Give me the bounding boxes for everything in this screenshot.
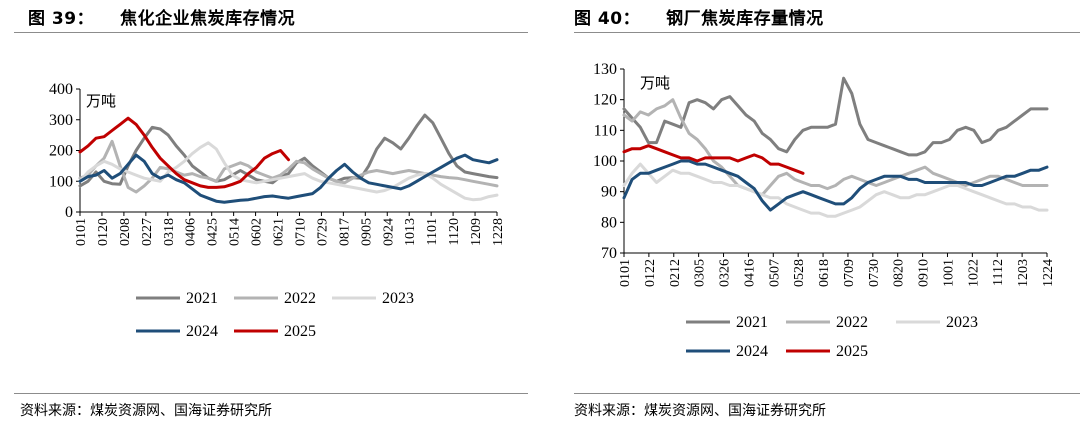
x-tick-label: 0305 [693, 259, 708, 287]
x-tick-label: 0208 [118, 218, 133, 246]
series-line-2025 [622, 144, 805, 175]
x-tick-label: 0910 [917, 259, 932, 287]
y-tick-label: 400 [49, 81, 73, 98]
x-tick-label: 1022 [966, 259, 981, 287]
x-tick-label: 0101 [618, 259, 633, 287]
x-tick-label: 0602 [250, 218, 265, 246]
x-tick-label: 0924 [381, 218, 396, 246]
x-tick-label: 0416 [742, 259, 757, 287]
x-tick-label: 0621 [272, 218, 287, 246]
x-tick-label: 0710 [293, 218, 308, 246]
series-line-2023 [622, 162, 1049, 218]
figure-title-text: 焦化企业焦炭库存情况 [120, 9, 296, 29]
source-note: 资料来源：煤炭资源网、国海证券研究所 [574, 403, 826, 419]
x-tick-label: 0326 [718, 259, 733, 287]
x-tick-label: 1001 [941, 259, 956, 287]
series-line-2022 [622, 98, 1049, 197]
series-line-2021 [622, 76, 1049, 157]
y-tick-label: 70 [601, 245, 617, 262]
title-rule [574, 32, 1080, 33]
source-rule [14, 393, 528, 394]
x-tick-label: 0709 [842, 259, 857, 287]
x-tick-label: 1112 [991, 259, 1006, 286]
x-tick-label: 0406 [184, 218, 199, 246]
x-tick-label: 1101 [425, 218, 440, 245]
legend-label-2023: 2023 [382, 290, 414, 307]
x-tick-label: 1228 [491, 218, 506, 246]
x-tick-label: 1224 [1041, 259, 1056, 287]
x-tick-label: 0425 [206, 218, 221, 246]
coke-inventory-coking-chart: 0 100 200 300 400 0101 0120 0208 0227 0318 0406 042… [49, 81, 506, 340]
title-rule [14, 32, 528, 33]
x-tick-label: 0318 [162, 218, 177, 246]
x-tick-label: 1209 [469, 218, 484, 246]
figure-title-text: 钢厂焦炭库存量情况 [666, 9, 824, 29]
legend-label-2021: 2021 [736, 314, 768, 331]
x-tick-label: 1120 [447, 218, 462, 245]
y-tick-label: 100 [593, 153, 617, 170]
x-tick-label: 0618 [817, 259, 832, 287]
right-figure-panel: 图 40： 钢厂焦炭库存量情况 70 80 90 100 110 120 130 0101 012… [560, 0, 1080, 426]
y-tick-label: 100 [49, 173, 73, 190]
coke-inventory-steel-mill-chart: 70 80 90 100 110 120 130 0101 0122 0212 0305 0326 04… [593, 61, 1056, 360]
y-tick-label: 300 [49, 112, 73, 129]
y-tick-label: 110 [594, 122, 617, 139]
legend-label-2022: 2022 [836, 314, 868, 331]
x-tick-label: 0227 [140, 218, 155, 246]
x-tick-label: 0101 [74, 218, 89, 246]
source-rule [574, 393, 1080, 394]
x-tick-label: 0820 [892, 259, 907, 287]
x-tick-label: 0905 [359, 218, 374, 246]
y-tick-label: 120 [593, 92, 617, 109]
y-tick-label: 90 [601, 184, 617, 201]
legend-label-2025: 2025 [284, 323, 316, 340]
series-line-2024 [78, 153, 499, 204]
left-figure-panel: 图 39： 焦化企业焦炭库存情况 0 100 200 300 400 0101 0120 020… [14, 4, 528, 419]
unit-label: 万吨 [640, 74, 670, 92]
figure-title: 图 40： 钢厂焦炭库存量情况 [574, 4, 824, 29]
series-line-2022 [78, 139, 499, 194]
series-line-2024 [622, 159, 1049, 212]
y-tick-label: 80 [601, 214, 617, 231]
unit-label: 万吨 [86, 92, 116, 110]
source-note: 资料来源：煤炭资源网、国海证券研究所 [20, 403, 272, 419]
x-tick-label: 0122 [643, 259, 658, 287]
series-line-2025 [78, 116, 290, 189]
x-tick-label: 1013 [403, 218, 418, 246]
legend-label-2022: 2022 [284, 290, 316, 307]
x-tick-label: 0817 [337, 218, 352, 246]
legend-label-2023: 2023 [946, 314, 978, 331]
figure-number: 图 40： [574, 9, 641, 29]
x-tick-label: 0730 [867, 259, 882, 287]
x-tick-label: 0528 [792, 259, 807, 287]
x-tick-label: 0212 [668, 259, 683, 287]
y-tick-label: 200 [49, 143, 73, 160]
x-tick-label: 0514 [228, 218, 243, 246]
figure-title: 图 39： 焦化企业焦炭库存情况 [28, 4, 295, 29]
legend-label-2024: 2024 [736, 343, 768, 360]
x-tick-label: 0120 [96, 218, 111, 246]
series-line-2021 [78, 113, 499, 188]
x-tick-label: 0729 [315, 218, 330, 246]
y-tick-label: 130 [593, 61, 617, 78]
legend-label-2025: 2025 [836, 343, 868, 360]
y-tick-label: 0 [65, 204, 73, 221]
x-tick-label: 0507 [767, 259, 782, 287]
legend-label-2024: 2024 [186, 323, 218, 340]
x-tick-label: 1203 [1016, 259, 1031, 287]
figure-number: 图 39： [28, 9, 95, 29]
legend-label-2021: 2021 [186, 290, 218, 307]
